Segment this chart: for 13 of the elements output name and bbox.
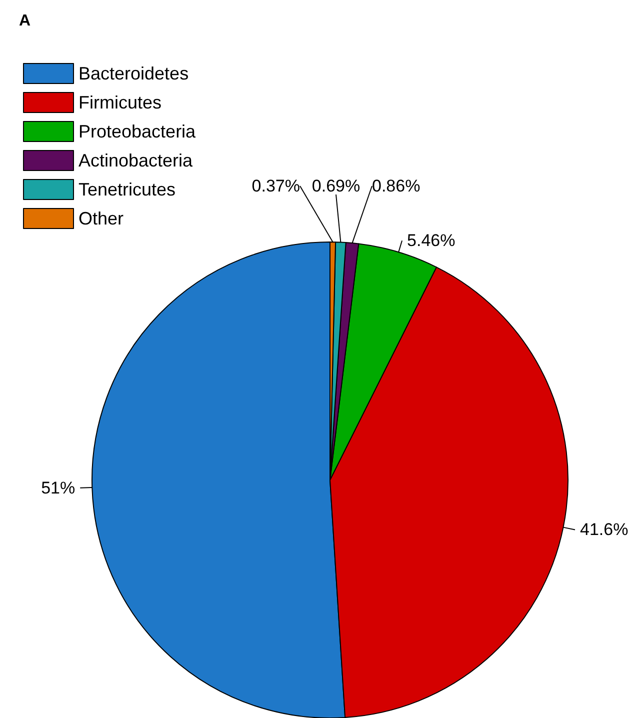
legend-label: Tenetricutes [78, 180, 176, 200]
data-label: 51% [41, 478, 76, 498]
data-label: 5.46% [407, 231, 456, 250]
legend-label: Actinobacteria [78, 150, 194, 170]
legend-label: Other [78, 208, 124, 228]
legend-label: Firmicutes [78, 92, 162, 112]
data-label: 0.69% [312, 176, 360, 196]
data-label: 0.86% [372, 176, 420, 196]
legend-label: Proteobacteria [78, 122, 197, 142]
data-label: 41.6% [580, 520, 628, 540]
legend-label: Bacteroidetes [78, 64, 189, 84]
chart-title: A [19, 12, 31, 30]
data-label: 0.37% [252, 176, 300, 196]
